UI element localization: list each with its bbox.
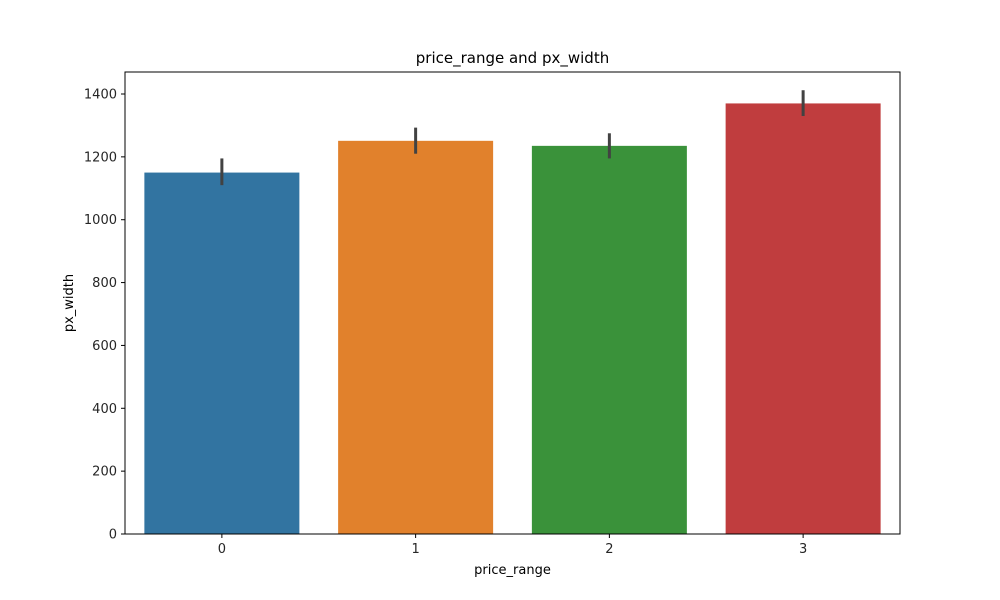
- y-tick-label-1200: 1200: [84, 150, 117, 165]
- x-tick-label-2: 2: [605, 542, 613, 557]
- x-tick-label-1: 1: [411, 542, 419, 557]
- x-tick-label-3: 3: [799, 542, 807, 557]
- bar-2: [531, 145, 687, 534]
- bar-0: [144, 172, 300, 535]
- y-tick-label-0: 0: [109, 528, 117, 543]
- plot-frame: [124, 71, 901, 535]
- bar-3: [725, 103, 881, 534]
- y-tick-label-1000: 1000: [84, 213, 117, 228]
- y-axis-label: px_width: [62, 274, 77, 332]
- x-axis-label: price_range: [474, 563, 551, 578]
- y-tick-label-200: 200: [92, 465, 117, 480]
- y-tick-label-400: 400: [92, 402, 117, 417]
- x-tick-label-0: 0: [218, 542, 226, 557]
- y-tick-label-800: 800: [92, 276, 117, 291]
- bars-layer: [144, 103, 881, 535]
- y-axis: 0 200 400 600 800 1000 1200 1400: [84, 88, 125, 543]
- x-axis: 0 1 2 3: [218, 534, 807, 557]
- y-tick-label-600: 600: [92, 339, 117, 354]
- error-bars-layer: [220, 90, 805, 186]
- bar-1: [338, 140, 494, 535]
- chart-title: price_range and px_width: [416, 49, 609, 68]
- y-tick-label-1400: 1400: [84, 88, 117, 103]
